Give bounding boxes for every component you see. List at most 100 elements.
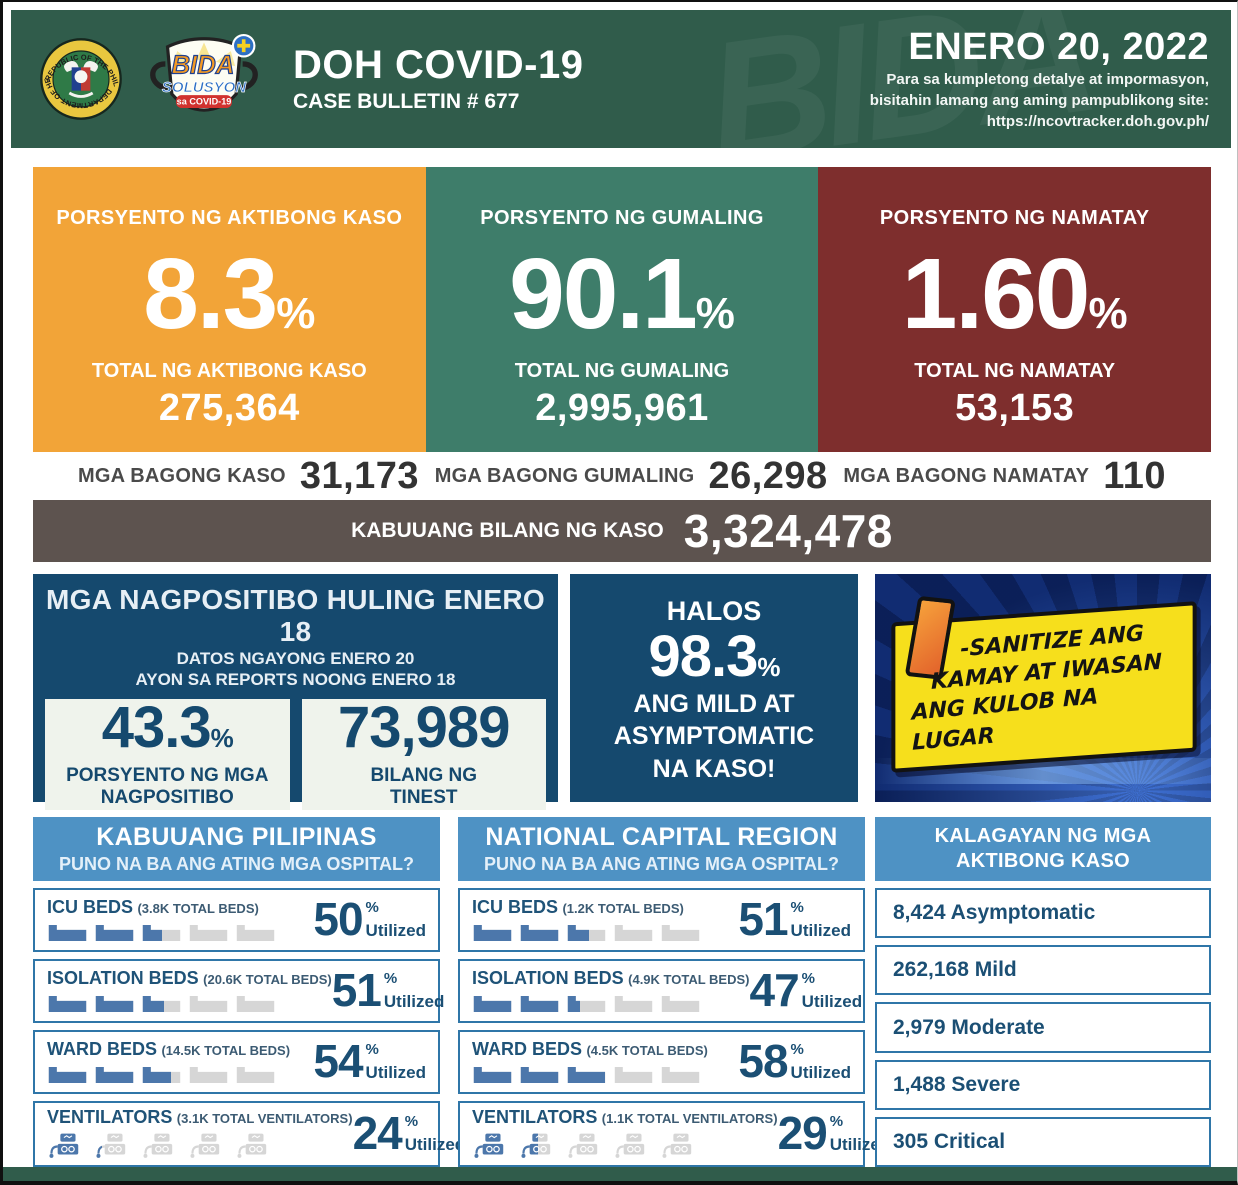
utilization-value: 47 % Utilized <box>749 964 863 1017</box>
bed-icons <box>472 993 701 1015</box>
resource-name: ISOLATION BEDS <box>47 967 199 988</box>
positivity-panel: MGA NAGPOSITIBO HULING ENERO 18 DATOS NG… <box>33 574 558 811</box>
positivity-cards: 43.3% PORSYENTO NG MGA NAGPOSITIBO 73,989… <box>45 694 546 811</box>
resource-capacity: (1.2K TOTAL BEDS) <box>562 900 684 916</box>
utilized-label: Utilized <box>404 1135 466 1154</box>
utilization-info: WARD BEDS (4.5K TOTAL BEDS) <box>472 1039 708 1086</box>
mild-panel-top: HALOS <box>666 596 762 626</box>
utilization-percent: 51 <box>331 964 382 1017</box>
bulletin-date: ENERO 20, 2022 <box>908 26 1209 68</box>
reminder-text: -SANITIZE ANG KAMAY AT IWASAN ANG KULOB … <box>911 620 1163 756</box>
new-cases-label: MGA BAGONG KASO <box>78 464 286 487</box>
isolation-beds-row: ISOLATION BEDS (4.9K TOTAL BEDS) 47 % Uti… <box>458 959 865 1023</box>
utilization-percent: 24 <box>352 1107 403 1160</box>
card-label: PORSYENTO NG GUMALING <box>480 207 764 229</box>
mild-panel-text: ANG MILD AT ASYMPTOMATIC NA KASO! <box>613 689 815 783</box>
card-total-value: 2,995,961 <box>535 387 709 429</box>
total-cases-label: KABUUANG BILANG NG KASO <box>351 519 664 542</box>
bida-text: BIDA <box>171 52 234 80</box>
ncr-header: NATIONAL CAPITAL REGION PUNO NA BA ANG A… <box>458 817 865 881</box>
resource-capacity: (4.5K TOTAL BEDS) <box>586 1042 708 1058</box>
status-value: 2,979 Moderate <box>893 1015 1045 1039</box>
new-recovered-label: MGA BAGONG GUMALING <box>434 464 695 487</box>
section-title: NATIONAL CAPITAL REGION <box>485 823 838 851</box>
positivity-rate-value: 43.3% <box>101 694 234 760</box>
status-row-mild: 262,168 Mild <box>875 945 1211 996</box>
percent-sign: % <box>829 1113 844 1130</box>
active-cases-card: PORSYENTO NG AKTIBONG KASO 8.3% TOTAL NG… <box>33 167 426 452</box>
seal-wing-right <box>83 60 98 72</box>
percent-sign: % <box>757 652 780 682</box>
recovered-card: PORSYENTO NG GUMALING 90.1% TOTAL NG GUM… <box>425 167 819 452</box>
ward-beds-row: WARD BEDS (14.5K TOTAL BEDS) 54 % Utilize… <box>33 1030 440 1094</box>
utilization-value: 50 % Utilized <box>313 893 426 946</box>
utilization-info: ISOLATION BEDS (20.6K TOTAL BEDS) <box>47 968 332 1015</box>
bed-icons <box>47 993 276 1015</box>
header-banner: BIDA REPUBLIC OF THE PHILIPPINES DEPARTM… <box>11 10 1231 148</box>
ward-beds-row: WARD BEDS (4.5K TOTAL BEDS) 58 % Utilized <box>458 1030 865 1094</box>
tested-count-label: BILANG NG TINEST <box>370 764 478 809</box>
ventilators-row: VENTILATORS (1.1K TOTAL VENTILATORS) 29 … <box>458 1101 890 1167</box>
status-row-moderate: 2,979 Moderate <box>875 1002 1211 1053</box>
utilization-percent: 29 <box>777 1107 828 1160</box>
resource-name: WARD BEDS <box>472 1038 583 1059</box>
positivity-subtitle-2: AYON SA REPORTS NOONG ENERO 18 <box>135 670 456 690</box>
resource-capacity: (3.8K TOTAL BEDS) <box>137 900 259 916</box>
new-cases-value: 31,173 <box>299 454 420 497</box>
utilization-info: VENTILATORS (3.1K TOTAL VENTILATORS) <box>47 1107 353 1161</box>
note-line-1: Para sa kumpletong detalye at impormasyo… <box>886 71 1209 88</box>
bed-icons <box>47 922 276 944</box>
site-note: Para sa kumpletong detalye at impormasyo… <box>870 69 1209 132</box>
tracker-url-link[interactable]: https://ncovtracker.doh.gov.ph/ <box>986 113 1209 130</box>
utilization-percent: 58 <box>738 1035 788 1088</box>
reminder-banner: -SANITIZE ANG KAMAY AT IWASAN ANG KULOB … <box>875 574 1211 802</box>
bida-solusyon-logo: BIDA SOLUSYON sa COVID-19 <box>150 33 258 112</box>
utilization-value: 51 % Utilized <box>331 964 445 1017</box>
total-cases-bar: KABUUANG BILANG NG KASO 3,324,478 <box>33 500 1211 562</box>
section-title: KABUUANG PILIPINAS <box>96 823 377 851</box>
percent-sign: % <box>790 1041 804 1058</box>
bulletin-number: CASE BULLETIN # 677 <box>293 90 520 113</box>
utilization-percent: 50 <box>313 893 363 946</box>
status-value: 1,488 Severe <box>893 1072 1021 1096</box>
card-total-value: 53,153 <box>955 387 1075 429</box>
new-recovered-group: MGA BAGONG GUMALING 26,298 <box>435 455 828 498</box>
icu-beds-row: ICU BEDS (1.2K TOTAL BEDS) 51 % Utilized <box>458 888 865 952</box>
status-value: 305 Critical <box>893 1129 1006 1153</box>
resource-name: ICU BEDS <box>47 896 134 917</box>
utilization-value: 54 % Utilized <box>313 1038 426 1084</box>
utilization-value: 51 % Utilized <box>738 893 851 946</box>
resource-capacity: (3.1K TOTAL VENTILATORS) <box>176 1111 353 1126</box>
utilization-value: 24 % Utilized <box>352 1107 466 1160</box>
percent-sign: % <box>210 722 234 753</box>
utilization-info: VENTILATORS (1.1K TOTAL VENTILATORS) <box>472 1107 778 1161</box>
percent-sign: % <box>383 970 398 987</box>
status-value: 262,168 Mild <box>893 958 1017 982</box>
utilized-label: Utilized <box>790 921 851 940</box>
card-total-label: TOTAL NG NAMATAY <box>914 360 1116 382</box>
card-label: PORSYENTO NG AKTIBONG KASO <box>56 207 403 229</box>
card-total-value: 275,364 <box>158 387 300 429</box>
resource-name: ICU BEDS <box>472 896 559 917</box>
solusyon-text: SOLUSYON <box>162 79 247 96</box>
utilization-percent: 47 <box>749 964 800 1017</box>
doh-seal-logo: REPUBLIC OF THE PHILIPPINES DEPARTMENT O… <box>39 37 122 120</box>
card-total-label: TOTAL NG GUMALING <box>514 360 730 382</box>
bed-icons <box>47 1064 276 1086</box>
percent-sign: % <box>365 1041 379 1058</box>
section-title: KALAGAYAN NG MGA AKTIBONG KASO <box>934 825 1152 872</box>
section-subtitle: PUNO NA BA ANG ATING MGA OSPITAL? <box>59 854 414 874</box>
status-value: 8,424 Asymptomatic <box>893 901 1096 925</box>
utilization-percent: 51 <box>738 893 788 946</box>
percent-sign: % <box>801 970 816 987</box>
seal-wing-left <box>64 60 79 72</box>
new-deaths-group: MGA BAGONG NAMATAY 110 <box>843 455 1166 498</box>
utilization-info: WARD BEDS (14.5K TOTAL BEDS) <box>47 1039 290 1086</box>
utilized-label: Utilized <box>801 992 863 1011</box>
active-status-column: KALAGAYAN NG MGA AKTIBONG KASO 8,424 Asym… <box>875 817 1211 1168</box>
new-cases-group: MGA BAGONG KASO 31,173 <box>78 455 419 498</box>
positivity-rate-card: 43.3% PORSYENTO NG MGA NAGPOSITIBO <box>45 694 290 811</box>
total-cases-value: 3,324,478 <box>683 505 893 557</box>
new-recovered-value: 26,298 <box>708 454 828 497</box>
